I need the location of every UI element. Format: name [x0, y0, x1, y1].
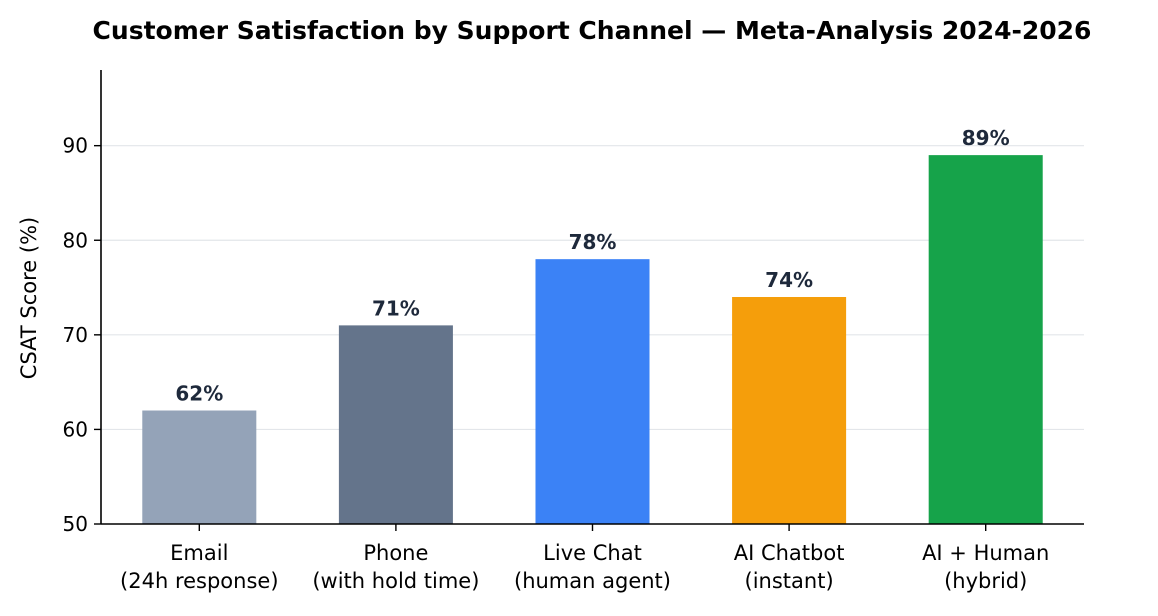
y-tick-label: 60 — [63, 417, 88, 441]
bar — [535, 259, 650, 524]
bar — [928, 155, 1043, 524]
y-tick-label: 70 — [63, 323, 88, 347]
x-tick-label: Email — [170, 541, 228, 565]
x-tick-label: AI + Human — [922, 541, 1049, 565]
bar — [142, 410, 257, 524]
x-tick-label: (24h response) — [120, 569, 278, 593]
labels: 62% 71% 78% 74% 89% — [175, 126, 1009, 405]
x-tick-label: AI Chatbot — [734, 541, 845, 565]
value-label: 74% — [765, 268, 813, 292]
x-tick-label: Phone — [363, 541, 428, 565]
x-tick-label: (human agent) — [514, 569, 671, 593]
x-tick-label: (hybrid) — [944, 569, 1027, 593]
y-axis-label: CSAT Score (%) — [17, 217, 41, 379]
x-tick-label: (instant) — [745, 569, 834, 593]
axes: 50 60 70 80 90 Email (24h response) Phone (with … — [63, 70, 1084, 593]
value-label: 71% — [372, 296, 420, 320]
value-label: 89% — [962, 126, 1010, 150]
chart-title: Customer Satisfaction by Support Channel… — [93, 16, 1092, 45]
value-label: 62% — [175, 382, 223, 406]
y-tick-label: 80 — [63, 228, 88, 252]
x-tick-label: Live Chat — [543, 541, 642, 565]
x-tick-label: (with hold time) — [312, 569, 479, 593]
bar — [338, 325, 453, 524]
bar — [732, 297, 847, 524]
value-label: 78% — [569, 230, 617, 254]
y-tick-label: 50 — [63, 512, 88, 536]
bars — [142, 155, 1043, 524]
y-tick-label: 90 — [63, 134, 88, 158]
